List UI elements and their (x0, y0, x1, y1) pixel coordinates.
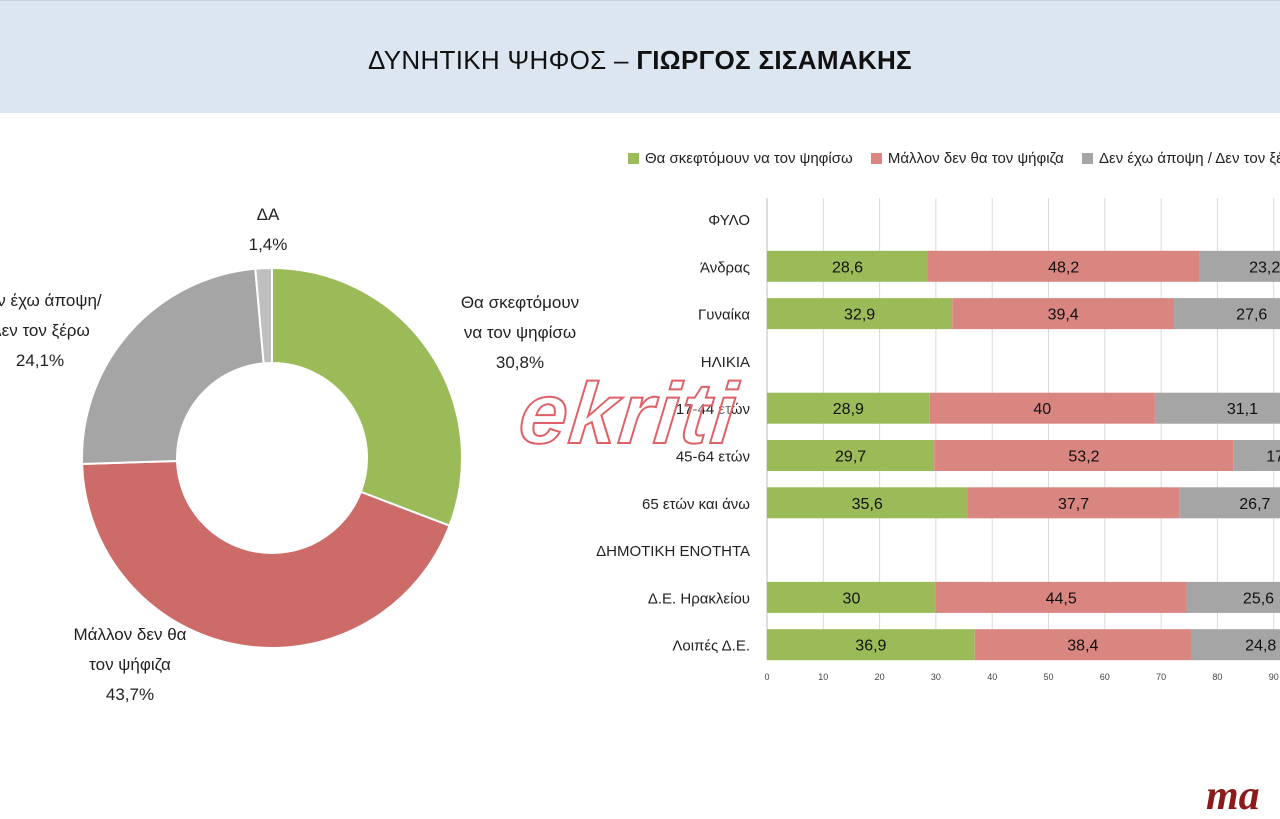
bar-value-label: 28,9 (833, 401, 864, 418)
legend-swatch-red (870, 153, 882, 164)
legend-label: Μάλλον δεν θα τον ψήφιζα (887, 150, 1064, 167)
category-label: Δ.Ε. Ηρακλείου (648, 590, 750, 607)
bar-chart-legend: Θα σκεφτόμουν να τον ψηφίσω Μάλλον δεν θ… (628, 150, 1280, 167)
bar-segment (1174, 298, 1280, 330)
bar-value-label: 23,2 (1249, 259, 1280, 276)
bar-value-label: 17,1 (1266, 449, 1280, 466)
x-tick-label: 60 (1100, 672, 1110, 682)
bar-value-label: 31,1 (1227, 401, 1258, 418)
category-group-label: ΗΛΙΚΙΑ (701, 354, 750, 371)
legend-label: Δεν έχω άποψη / Δεν τον ξέρω (1099, 150, 1280, 167)
bar-value-label: 53,2 (1068, 449, 1099, 466)
title-candidate-name: ΓΙΩΡΓΟΣ ΣΙΣΑΜΑΚΗΣ (636, 45, 912, 75)
bar-segment (935, 581, 1187, 613)
donut-slice (254, 266, 273, 365)
bar-segment (767, 440, 935, 471)
x-tick-label: 40 (987, 672, 997, 682)
category-label: 65 ετών και άνω (642, 496, 750, 513)
bar-value-label: 24,8 (1245, 638, 1276, 655)
slice-value-label: 24,1% (16, 351, 64, 370)
slice-label: να τον ψηφίσω (464, 323, 576, 342)
slice-value-label: 1,4% (249, 235, 288, 254)
bar-value-label: 39,4 (1048, 307, 1079, 324)
bar-segment (767, 581, 936, 613)
legend-swatch-gray (1082, 153, 1093, 164)
slice-label: τον ψήφιζα (89, 655, 171, 674)
bar-value-label: 48,2 (1048, 259, 1079, 276)
slice-label: Δεν τον ξέρω (0, 321, 90, 340)
bar-segment (767, 250, 929, 282)
x-tick-label: 90 (1269, 672, 1279, 682)
bar-segment (952, 298, 1175, 330)
legend-item-consider: Θα σκεφτόμουν να τον ψηφίσω (628, 150, 853, 167)
bar-value-label: 36,9 (855, 638, 886, 655)
slice-label: ΔΑ (257, 205, 280, 224)
category-label: Γυναίκα (698, 307, 750, 324)
bar-value-label: 37,7 (1058, 496, 1089, 513)
stacked-bar-chart: 0 10 20 30 40 50 60 70 80 90 ΦΥΛΟ Άνδρας 28,6 48,2 23,… (596, 198, 1280, 682)
bar-value-label: 28,6 (832, 259, 863, 276)
bar-segment (934, 440, 1234, 471)
x-tick-label: 50 (1043, 672, 1053, 682)
page-title: ΔΥΝΗΤΙΚΗ ΨΗΦΟΣ – ΓΙΩΡΓΟΣ ΣΙΣΑΜΑΚΗΣ (0, 45, 1280, 76)
slice-label: Δεν έχω άποψη/ (0, 291, 102, 310)
slice-label: Μάλλον δεν θα (74, 625, 187, 644)
donut-chart: Θα σκεφτόμουν να τον ψηφίσω 30,8% Μάλλον δε… (0, 205, 579, 704)
bar-value-label: 38,4 (1067, 638, 1098, 655)
bar-value-label: 27,6 (1236, 307, 1267, 324)
category-label: 45-64 ετών (676, 449, 750, 466)
category-group-label: ΔΗΜΟΤΙΚΗ ΕΝΟΤΗΤΑ (596, 543, 750, 560)
bar-segment (767, 392, 930, 424)
slice-label: Θα σκεφτόμουν (461, 293, 579, 312)
donut-slice (81, 267, 265, 465)
bar-value-label: 32,9 (844, 307, 875, 324)
bar-value-label: 25,6 (1243, 590, 1274, 607)
bar-segment (767, 629, 975, 661)
title-banner (0, 0, 1280, 113)
x-tick-label: 30 (931, 672, 941, 682)
bar-segment (1199, 250, 1280, 282)
category-group-label: ΦΥΛΟ (708, 212, 750, 229)
donut-slice (271, 266, 463, 528)
legend-item-no-opinion: Δεν έχω άποψη / Δεν τον ξέρω (1082, 150, 1280, 167)
donut-slice (81, 459, 451, 649)
ekriti-watermark: ekriti (514, 365, 744, 463)
bar-segment (767, 298, 953, 330)
bar-segment (1186, 581, 1280, 613)
bar-segment (1233, 440, 1280, 471)
category-label: Λοιπές Δ.Ε. (672, 638, 750, 655)
title-prefix: ΔΥΝΗΤΙΚΗ ΨΗΦΟΣ – (368, 45, 637, 75)
bar-segment (967, 487, 1180, 519)
legend-swatch-green (628, 153, 639, 164)
bar-segment (928, 250, 1200, 282)
bar-segment (1190, 629, 1280, 661)
slice-value-label: 30,8% (496, 353, 544, 372)
bar-segment (1154, 392, 1280, 424)
category-label: Άνδρας (700, 259, 750, 276)
legend-item-unlikely: Μάλλον δεν θα τον ψήφιζα (870, 150, 1064, 167)
bar-value-label: 40 (1033, 401, 1051, 418)
bar-value-label: 44,5 (1046, 590, 1077, 607)
x-tick-label: 70 (1156, 672, 1166, 682)
bar-segment (1179, 487, 1280, 519)
legend-label: Θα σκεφτόμουν να τον ψηφίσω (645, 150, 853, 167)
category-label: 17-44 ετών (676, 401, 750, 418)
bar-value-label: 26,7 (1239, 496, 1270, 513)
x-tick-label: 10 (818, 672, 828, 682)
x-tick-label: 20 (875, 672, 885, 682)
bar-segment (929, 392, 1155, 424)
x-tick-label: 0 (764, 672, 769, 682)
bar-value-label: 35,6 (852, 496, 883, 513)
bar-segment (974, 629, 1191, 661)
bar-segment (767, 487, 968, 519)
bar-value-label: 29,7 (835, 449, 866, 466)
bar-value-label: 30 (843, 590, 861, 607)
slice-value-label: 43,7% (106, 685, 154, 704)
x-tick-label: 80 (1212, 672, 1222, 682)
